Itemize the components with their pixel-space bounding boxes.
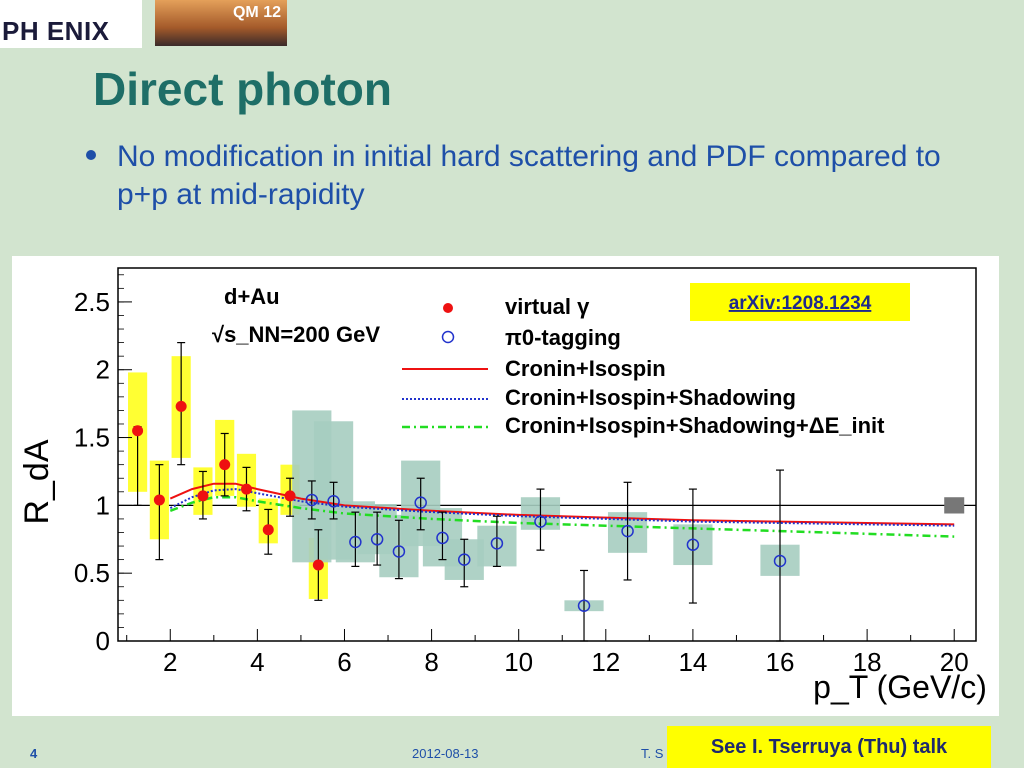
x-tick-label-6: 14 [678,647,707,677]
data-point-virtual-gamma-0 [132,425,144,437]
x-tick-label-4: 10 [504,647,533,677]
normalization-box [944,497,965,514]
x-tick-label-1: 4 [250,647,264,677]
slide-title: Direct photon [93,63,392,115]
data-point-pi0-tagging-9 [534,515,547,528]
y-axis-label: R_dA [18,439,56,524]
data-point-pi0-tagging-6 [436,531,449,545]
data-point-virtual-gamma-2 [175,400,187,412]
y-tick-label-5: 2.5 [74,287,110,317]
plot-frame [117,267,977,642]
data-point-pi0-tagging-10 [577,599,591,612]
x-tick-label-0: 2 [163,647,177,677]
data-point-pi0-tagging-4 [392,545,406,558]
data-point-virtual-gamma-3 [197,490,209,502]
data-point-virtual-gamma-1 [153,494,165,506]
data-point-pi0-tagging-3 [370,533,384,546]
theory-curve-0 [169,482,955,526]
rda-plot-svg: 2 4 6 8 10 12 14 16 18 20 0 0.5 1 1.5 2 2.5 d+Au √s_NN=… [18,267,987,705]
y-tick-label-2: 1 [96,490,110,520]
legend-cronin-shadowing: Cronin+Isospin+Shadowing [505,385,796,410]
theory-curve-2 [169,495,955,538]
data-point-virtual-gamma-4 [219,459,231,471]
x-tick-label-3: 8 [424,647,438,677]
footer-date: 2012-08-13 [412,746,479,761]
legend-pi0-marker [441,330,455,344]
system-label: d+Au [224,284,280,309]
x-tick-label-9: 20 [940,647,969,677]
y-tick-label-4: 2 [96,355,110,385]
x-tick-label-2: 6 [337,647,351,677]
x-tick-label-7: 16 [766,647,795,677]
theory-curve-1 [169,488,955,527]
data-point-virtual-gamma-5 [240,483,252,495]
data-point-virtual-gamma-8 [312,559,324,571]
rda-chart: 2 4 6 8 10 12 14 16 18 20 0 0.5 1 1.5 2 2.5 d+Au √s_NN=… [12,256,999,716]
legend-pi0-tagging: π0-tagging [505,325,621,350]
y-tick-label-1: 0.5 [74,558,110,588]
data-point-pi0-tagging-1 [327,495,340,508]
data-point-pi0-tagging-12 [686,538,700,551]
data-point-pi0-tagging-13 [773,554,787,568]
phenix-logo-text: PH ENIX [2,16,110,46]
footer-author: T. S [641,746,664,761]
data-point-virtual-gamma-7 [284,490,296,502]
page-number: 4 [30,746,38,761]
bullet-text: No modification in initial hard scatteri… [117,140,941,211]
legend-cronin-shadowing-eloss: Cronin+Isospin+Shadowing+ΔE_init [505,413,885,438]
legend-cronin-isospin: Cronin+Isospin [505,356,666,381]
x-tick-label-8: 18 [853,647,882,677]
conference-photo: QM 12 [155,0,287,46]
y-tick-label-3: 1.5 [74,423,110,453]
data-point-pi0-tagging-2 [349,535,362,549]
qm12-badge: QM 12 [232,4,281,21]
legend-virtual-gamma: virtual γ [505,294,590,319]
x-axis-label: p_T (GeV/c) [813,669,987,705]
talk-reference-box: See I. Tserruya (Thu) talk [667,726,991,768]
data-point-pi0-tagging-11 [621,524,634,538]
x-tick-label-5: 12 [591,647,620,677]
data-point-pi0-tagging-5 [414,496,427,509]
energy-label: √s_NN=200 GeV [212,322,380,347]
arxiv-box [690,283,910,321]
data-point-pi0-tagging-8 [490,537,504,550]
data-point-pi0-tagging-7 [457,553,471,566]
bullet-icon [86,150,96,160]
phenix-logo: PH ENIX [0,0,142,48]
arxiv-label: arXiv:1208.1234 [729,293,872,314]
legend-virtual-gamma-marker [443,303,453,313]
data-point-virtual-gamma-6 [262,524,274,536]
data-point-pi0-tagging-0 [305,493,319,507]
y-tick-label-0: 0 [96,626,110,656]
